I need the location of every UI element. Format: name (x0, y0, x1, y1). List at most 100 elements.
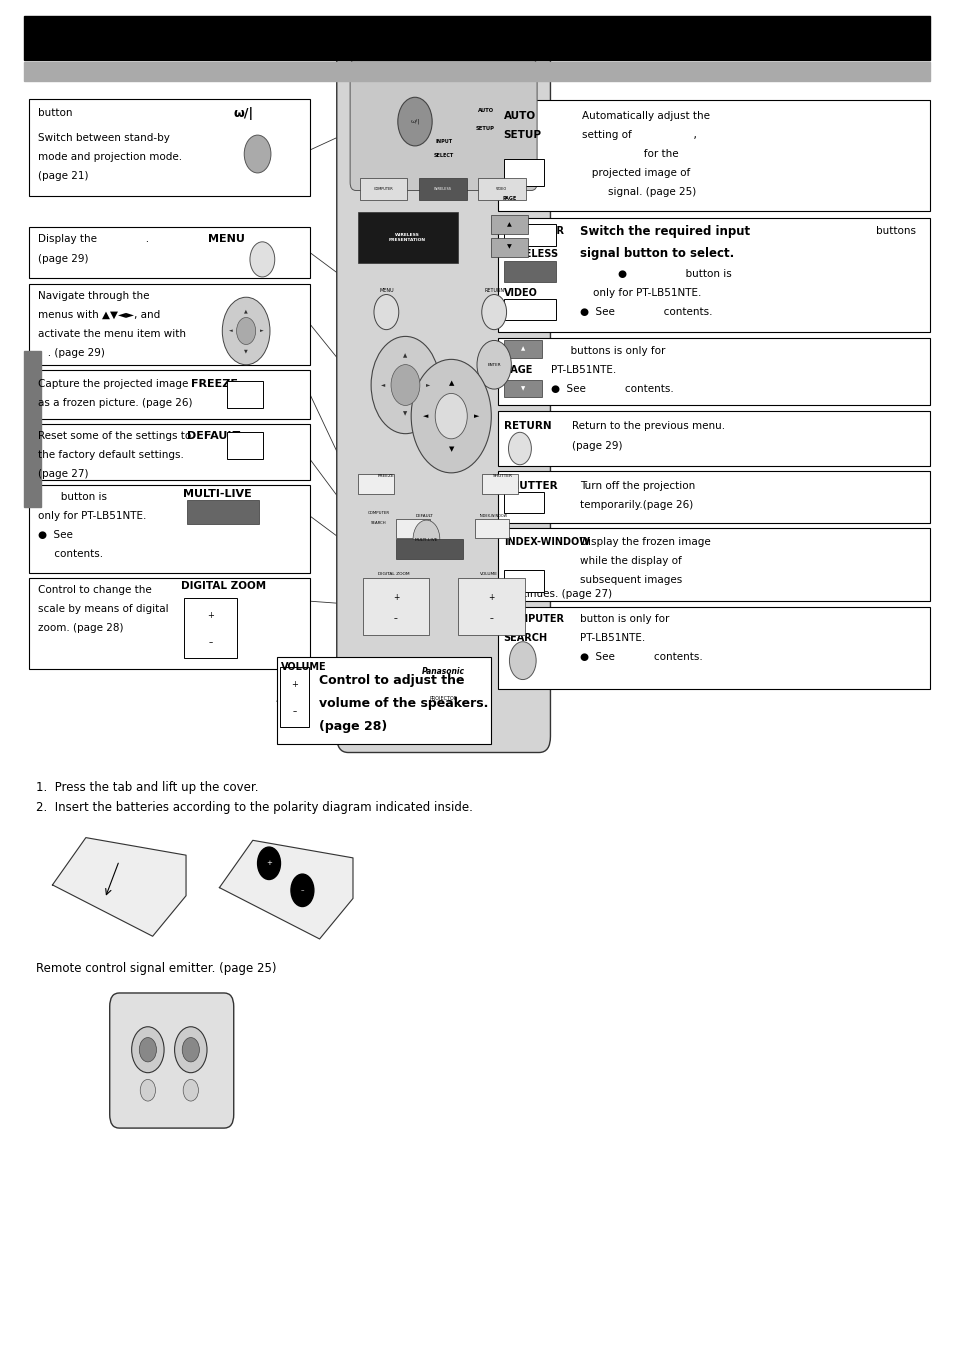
Circle shape (411, 359, 491, 473)
Bar (503, 340, 541, 358)
Text: SELECT: SELECT (433, 153, 454, 158)
Text: (page 29): (page 29) (38, 254, 89, 265)
Text: WIRELESS: WIRELESS (503, 249, 558, 259)
Text: while the display of: while the display of (579, 555, 681, 566)
Text: Display the               .: Display the . (38, 234, 149, 245)
Text: . (page 29): . (page 29) (38, 347, 105, 358)
Text: ▼: ▼ (403, 412, 407, 416)
Text: –: – (293, 707, 296, 716)
Circle shape (257, 847, 280, 880)
Text: ▲: ▲ (507, 222, 511, 227)
FancyBboxPatch shape (336, 38, 550, 753)
Text: PROJECTOR: PROJECTOR (429, 696, 457, 701)
Text: scale by means of digital: scale by means of digital (38, 604, 169, 615)
Text: ▲: ▲ (448, 380, 454, 386)
Bar (477, 178, 525, 200)
Text: (page 28): (page 28) (318, 720, 387, 734)
Text: ◄: ◄ (380, 382, 385, 388)
Bar (362, 578, 429, 635)
Text: buttons: buttons (875, 226, 915, 236)
Text: button is: button is (38, 492, 107, 503)
Text: +: + (488, 593, 494, 601)
Text: 1.  Press the tab and lift up the cover.: 1. Press the tab and lift up the cover. (36, 781, 258, 794)
Circle shape (509, 642, 536, 680)
Bar (29, 370, 310, 419)
Text: Switch the required input: Switch the required input (579, 224, 749, 238)
Text: button is only for: button is only for (579, 613, 669, 624)
Text: ω/|: ω/| (233, 107, 253, 120)
Text: –: – (208, 638, 213, 647)
Bar (491, 238, 527, 257)
Text: PT-LB51NTE.: PT-LB51NTE. (551, 365, 616, 376)
Text: SEARCH: SEARCH (503, 632, 547, 643)
Text: ●  See            contents.: ● See contents. (551, 384, 674, 394)
Text: +: + (291, 680, 298, 689)
Bar (227, 432, 263, 459)
Text: VOLUME: VOLUME (280, 662, 326, 673)
Bar (24, 351, 41, 507)
Bar (497, 411, 929, 466)
Text: AUTO: AUTO (477, 108, 493, 113)
Text: ENTER: ENTER (487, 363, 500, 366)
Bar (276, 657, 491, 744)
Bar (503, 380, 541, 397)
Text: DEFAULT: DEFAULT (416, 515, 433, 517)
Text: COMPUTER: COMPUTER (503, 226, 564, 236)
Text: ▲: ▲ (244, 308, 248, 313)
Text: activate the menu item with: activate the menu item with (38, 328, 186, 339)
Text: as a frozen picture. (page 26): as a frozen picture. (page 26) (38, 397, 193, 408)
Text: RETURN: RETURN (483, 288, 504, 293)
Text: FREEZE: FREEZE (377, 474, 395, 477)
Bar (187, 500, 258, 524)
Bar (503, 261, 556, 282)
Text: the factory default settings.: the factory default settings. (38, 450, 184, 461)
Text: zoom. (page 28): zoom. (page 28) (38, 623, 124, 634)
Circle shape (435, 393, 467, 439)
Text: ●  See: ● See (38, 530, 73, 540)
Text: buttons is only for: buttons is only for (551, 346, 665, 357)
Bar (227, 381, 263, 408)
Text: PT-LB51NTE.: PT-LB51NTE. (579, 632, 644, 643)
Circle shape (222, 297, 270, 365)
Text: Switch between stand-by: Switch between stand-by (38, 132, 170, 143)
Circle shape (236, 317, 255, 345)
Text: 2.  Insert the batteries according to the polarity diagram indicated inside.: 2. Insert the batteries according to the… (36, 801, 473, 815)
Bar (24, 62, 929, 81)
Text: ►: ► (425, 382, 430, 388)
Text: subsequent images: subsequent images (579, 574, 681, 585)
Bar (395, 539, 462, 559)
Text: Navigate through the: Navigate through the (38, 290, 150, 301)
Circle shape (132, 1027, 164, 1073)
Text: ●  See            contents.: ● See contents. (579, 651, 702, 662)
Text: SETUP: SETUP (476, 126, 495, 131)
Text: ▼: ▼ (448, 446, 454, 453)
Text: INPUT: INPUT (435, 139, 452, 145)
Text: mode and projection mode.: mode and projection mode. (38, 151, 182, 162)
Text: ▲: ▲ (520, 347, 524, 351)
Text: –: – (489, 615, 493, 623)
Bar (491, 215, 527, 234)
Text: projected image of: projected image of (581, 168, 689, 178)
Circle shape (476, 340, 511, 389)
Bar (24, 15, 929, 61)
Bar (497, 528, 929, 601)
Text: Control to change the: Control to change the (38, 585, 152, 596)
Text: ▲: ▲ (403, 354, 407, 358)
Text: ◄: ◄ (229, 328, 233, 334)
Bar (29, 99, 310, 196)
Text: button: button (38, 108, 72, 119)
Text: ►: ► (259, 328, 263, 334)
Bar (457, 578, 524, 635)
Circle shape (174, 1027, 207, 1073)
Text: PAGE: PAGE (502, 196, 516, 201)
Text: ►: ► (474, 413, 478, 419)
Text: +: + (266, 861, 272, 866)
Text: ◄: ◄ (423, 413, 428, 419)
Text: ω/|: ω/| (410, 119, 419, 124)
Text: (page 29): (page 29) (572, 440, 622, 451)
Text: ▼: ▼ (520, 386, 524, 390)
Text: DIGITAL ZOOM: DIGITAL ZOOM (181, 581, 266, 592)
Circle shape (183, 1079, 198, 1101)
Circle shape (140, 1079, 155, 1101)
Bar (497, 100, 929, 211)
